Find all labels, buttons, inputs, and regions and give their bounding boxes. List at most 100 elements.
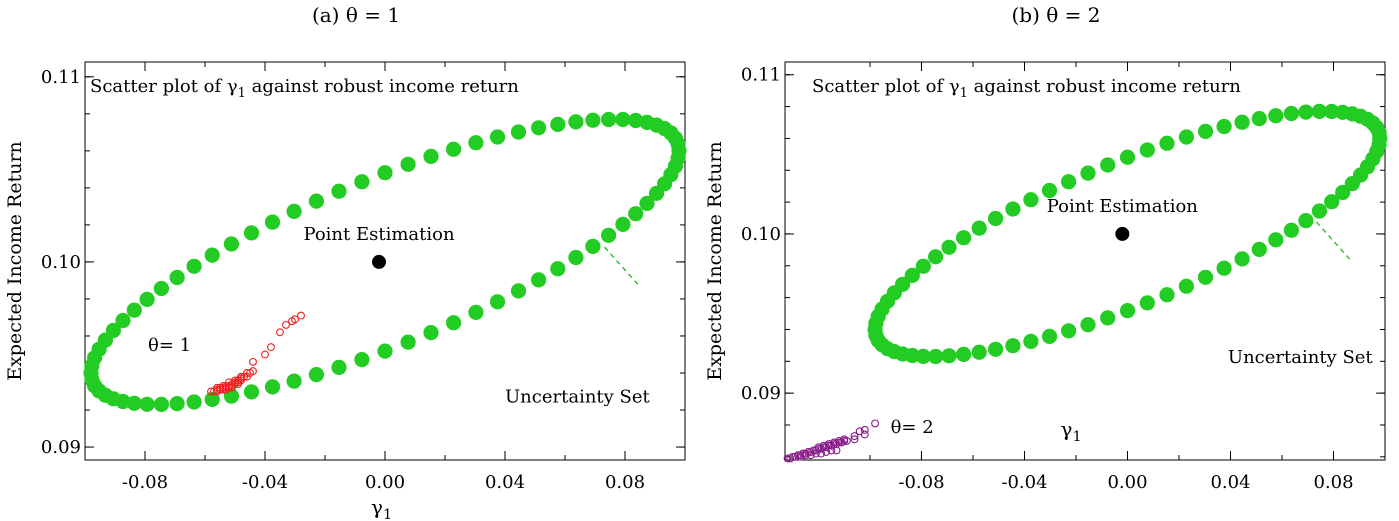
point-estimation-marker — [1115, 226, 1130, 241]
uncertainty-set-point — [169, 269, 185, 286]
scatter-point — [796, 452, 805, 461]
x-tick-label: 0.00 — [1107, 472, 1147, 493]
uncertainty-set-point — [1023, 192, 1039, 208]
uncertainty-set-point — [1061, 323, 1077, 339]
scatter-point — [282, 320, 290, 329]
uncertainty-set-point — [423, 325, 439, 341]
uncertainty-set-point — [354, 352, 370, 368]
scatter-point — [243, 369, 251, 377]
scatter-point — [228, 383, 236, 392]
x-tick-label: 0.04 — [1210, 472, 1250, 493]
uncertainty-set-point — [331, 359, 347, 375]
scatter-point — [249, 357, 257, 366]
uncertainty-set-point — [1041, 328, 1058, 344]
uncertainty-set-point — [1178, 278, 1194, 294]
uncertainty-set-point — [139, 291, 155, 307]
uncertainty-set-point — [531, 120, 547, 136]
scatter-point — [814, 443, 823, 452]
uncertainty-set-point — [615, 111, 631, 128]
scatter-point — [291, 315, 299, 324]
series-b — [783, 419, 880, 463]
y-tick-label: 0.10 — [741, 224, 781, 245]
uncertainty-set-point — [1159, 287, 1175, 303]
uncertainty-set-point — [354, 174, 370, 190]
scatter-point — [835, 436, 844, 445]
uncertainty-set-point — [126, 302, 142, 318]
panel-b-caption: (b) θ = 2 — [1011, 3, 1100, 27]
uncertainty-set-point — [1100, 310, 1116, 326]
scatter-point — [832, 446, 841, 455]
scatter-point — [261, 350, 269, 359]
scatter-point — [824, 440, 833, 449]
uncertainty-set-ellipse — [867, 103, 1388, 365]
uncertainty-set-point — [446, 141, 462, 157]
uncertainty-set-point — [956, 346, 972, 362]
uncertainty-set-point — [915, 258, 931, 274]
uncertainty-set-point — [286, 373, 302, 389]
uncertainty-set-point — [243, 384, 260, 400]
uncertainty-set-point — [468, 135, 484, 151]
uncertainty-set-point — [670, 150, 686, 166]
uncertainty-set-point — [585, 238, 601, 254]
uncertainty-set-point — [1041, 182, 1058, 199]
uncertainty-set-point — [423, 148, 439, 164]
uncertainty-set-point — [585, 112, 601, 128]
uncertainty-set-point — [1283, 105, 1299, 122]
uncertainty-set-point — [308, 367, 324, 383]
scatter-point — [267, 343, 275, 352]
uncertainty-set-point — [1251, 111, 1267, 127]
uncertainty-set-point — [1119, 149, 1136, 165]
uncertainty-set-point — [489, 129, 506, 145]
scatter-point — [276, 328, 284, 337]
x-tick-label: -0.08 — [122, 472, 168, 493]
uncertainty-set-point — [186, 394, 202, 410]
uncertainty-set-point — [531, 272, 547, 288]
point-estimation-label: Point Estimation — [1047, 196, 1199, 217]
uncertainty-set-point — [264, 379, 281, 395]
uncertainty-set-point — [400, 156, 416, 172]
uncertainty-set-point — [988, 210, 1004, 227]
scatter-point — [801, 451, 810, 460]
uncertainty-set-point — [941, 348, 957, 364]
uncertainty-set-point — [510, 124, 527, 140]
annotation-label: θ= 2 — [891, 417, 934, 438]
y-axis-label: Expected Income Return — [4, 141, 26, 381]
uncertainty-set-point — [928, 249, 944, 265]
uncertainty-set-point — [1005, 338, 1021, 354]
uncertainty-set-point — [928, 348, 944, 365]
uncertainty-set-point — [331, 183, 347, 199]
uncertainty-set-point — [1324, 194, 1340, 210]
scatter-point — [860, 430, 869, 439]
y-tick-label: 0.11 — [41, 67, 81, 88]
uncertainty-set-point — [223, 236, 239, 252]
uncertainty-set-point — [153, 396, 169, 412]
annotation-gamma: γ1 — [1061, 417, 1082, 445]
uncertainty-set-point — [139, 396, 155, 412]
annotation-label: Uncertainty Set — [505, 387, 651, 408]
uncertainty-set-point — [941, 239, 957, 255]
uncertainty-set-point — [1268, 108, 1284, 124]
series-a — [207, 311, 305, 396]
uncertainty-set-point — [308, 193, 324, 209]
uncertainty-set-point — [601, 227, 617, 243]
chart-title: Scatter plot of γ1 against robust income… — [812, 76, 1241, 101]
y-tick-label: 0.11 — [741, 65, 781, 86]
scatter-point — [806, 451, 815, 460]
uncertainty-set-point — [1023, 333, 1039, 349]
uncertainty-set-point — [400, 334, 416, 350]
plot-frame — [784, 61, 1386, 461]
uncertainty-set-point — [1335, 104, 1351, 120]
uncertainty-set-point — [568, 249, 584, 266]
uncertainty-set-point — [956, 230, 972, 246]
uncertainty-set-point — [915, 348, 931, 364]
uncertainty-set-point — [601, 111, 617, 128]
uncertainty-set-point — [628, 112, 644, 129]
uncertainty-set-point — [468, 304, 484, 320]
scatter-point — [783, 454, 792, 463]
uncertainty-set-point — [204, 391, 220, 407]
x-tick-label: -0.08 — [898, 472, 944, 493]
y-tick-label: 0.09 — [741, 383, 781, 404]
uncertainty-set-point — [1080, 165, 1096, 181]
uncertainty-set-point — [1178, 129, 1194, 145]
